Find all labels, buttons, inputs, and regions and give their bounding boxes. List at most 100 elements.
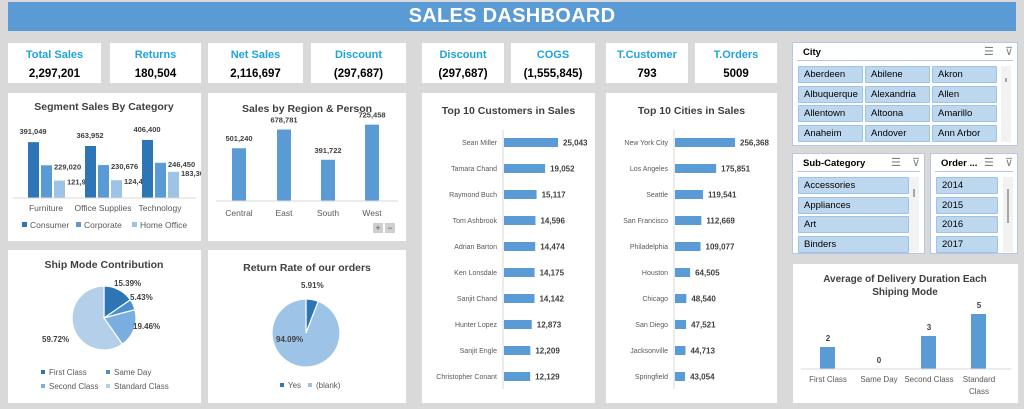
category-label: Office Supplies bbox=[74, 203, 131, 213]
bar bbox=[971, 314, 986, 369]
delivery-duration-panel[interactable]: Average of Delivery Duration Each Shiping… bbox=[793, 264, 1018, 403]
data-label: 5.91% bbox=[301, 281, 324, 290]
bar bbox=[155, 162, 166, 198]
chart-title: Ship Mode Contribution bbox=[45, 259, 164, 271]
return-rate-panel[interactable]: Return Rate of our orders 5.91% 94.09% Yes (… bbox=[208, 250, 406, 403]
kpi-value: 2,116,697 bbox=[230, 68, 281, 80]
legend-label: Second Class bbox=[49, 382, 98, 391]
segment-sales-panel[interactable]: Segment Sales By Category 391,049 229,020 1… bbox=[8, 93, 209, 241]
scrollbar-thumb[interactable] bbox=[1007, 189, 1009, 223]
bar bbox=[365, 124, 379, 201]
slicer-item[interactable]: Abilene bbox=[865, 66, 930, 83]
slicer-item[interactable]: Andover bbox=[865, 124, 930, 142]
slicer-item[interactable]: Aberdeen bbox=[798, 66, 863, 83]
slicer-item[interactable]: Accessories bbox=[798, 177, 909, 194]
data-label: 256,368 bbox=[740, 139, 769, 148]
category-label: Houston bbox=[642, 270, 668, 277]
kpi-value: 180,504 bbox=[134, 68, 177, 80]
collapse-button[interactable]: − bbox=[385, 223, 395, 233]
category-label: Second Class bbox=[904, 375, 953, 384]
clear-filter-icon[interactable]: ⊽ bbox=[911, 157, 920, 169]
slicer-item[interactable]: Akron bbox=[932, 66, 997, 83]
data-label: 2 bbox=[826, 334, 831, 343]
category-label: San Francisco bbox=[623, 218, 668, 225]
data-label: 5 bbox=[977, 301, 982, 310]
ship-mode-panel[interactable]: Ship Mode Contribution 15.39% 5.43% 19.46% 5… bbox=[8, 250, 201, 403]
multi-select-icon[interactable]: ☰ bbox=[984, 46, 994, 58]
kpi-value: (297,687) bbox=[333, 68, 384, 80]
slicer-item[interactable]: Anaheim bbox=[798, 124, 863, 142]
data-label: 48,540 bbox=[691, 295, 716, 304]
bar bbox=[675, 320, 687, 329]
top-customers-panel[interactable]: Top 10 Customers in Sales Sean Miller 25,0… bbox=[422, 93, 595, 403]
scrollbar[interactable] bbox=[909, 177, 919, 252]
region-sales-panel[interactable]: Sales by Region & Person 501,240 Central 67… bbox=[208, 93, 406, 241]
kpi-discount-2: Discount (297,687) bbox=[422, 43, 504, 83]
multi-select-icon[interactable]: ☰ bbox=[984, 157, 994, 169]
category-label: Furniture bbox=[29, 203, 63, 213]
data-label: 47,521 bbox=[691, 321, 716, 330]
data-label: 64,505 bbox=[695, 269, 720, 278]
bar bbox=[820, 347, 835, 369]
multi-select-icon[interactable]: ☰ bbox=[891, 157, 901, 169]
kpi-discount: Discount (297,687) bbox=[311, 43, 406, 83]
data-label: 678,781 bbox=[270, 116, 297, 125]
slicer-item[interactable]: Alexandria bbox=[865, 85, 930, 103]
data-label: 14,474 bbox=[540, 243, 565, 252]
slicer-item[interactable]: Amarillo bbox=[932, 105, 997, 122]
top-cities-panel[interactable]: Top 10 Cities in Sales New York City 256,3… bbox=[606, 93, 777, 403]
data-label: 19,052 bbox=[550, 165, 575, 174]
city-slicer[interactable]: City ☰ ⊽ Aberdeen Abilene Akron Albuquerque… bbox=[792, 42, 1018, 146]
slicer-title: Order ... bbox=[941, 158, 978, 169]
slicer-item[interactable]: Allentown bbox=[798, 105, 863, 122]
kpi-label: Total Sales bbox=[25, 49, 84, 61]
slicer-item[interactable]: Albuquerque bbox=[798, 85, 863, 103]
expand-button[interactable]: + bbox=[373, 223, 383, 233]
scrollbar-thumb[interactable] bbox=[1005, 78, 1007, 82]
bar bbox=[675, 372, 686, 381]
bar bbox=[41, 165, 52, 198]
category-label: Sean Miller bbox=[462, 140, 498, 147]
slicer-item[interactable]: Ann Arbor bbox=[932, 124, 997, 142]
kpi-total-sales: Total Sales 2,297,201 bbox=[8, 43, 101, 83]
scrollbar[interactable] bbox=[1001, 66, 1011, 142]
slicer-item[interactable]: Altoona bbox=[865, 105, 930, 122]
clear-filter-icon[interactable]: ⊽ bbox=[1004, 157, 1013, 169]
pie-slice bbox=[271, 298, 341, 368]
slicer-item[interactable]: Art bbox=[798, 216, 909, 233]
bar bbox=[921, 336, 936, 369]
bar bbox=[675, 346, 686, 355]
slicer-item[interactable]: 2016 bbox=[936, 216, 998, 233]
slicer-item[interactable]: 2014 bbox=[936, 177, 998, 194]
kpi-value: (297,687) bbox=[438, 68, 488, 80]
bar bbox=[85, 146, 96, 198]
slicer-item[interactable]: Binders bbox=[798, 235, 909, 253]
kpi-label: Returns bbox=[134, 49, 177, 61]
bar bbox=[504, 268, 535, 277]
scrollbar[interactable] bbox=[1003, 177, 1013, 252]
category-label: Hunter Lopez bbox=[455, 322, 498, 329]
slicer-item[interactable]: Allen bbox=[932, 85, 997, 103]
scrollbar-thumb[interactable] bbox=[913, 189, 915, 197]
data-label: 112,669 bbox=[706, 217, 735, 226]
bar bbox=[321, 159, 335, 201]
data-label: 725,458 bbox=[358, 111, 385, 120]
category-label: Class bbox=[969, 387, 989, 396]
subcategory-slicer[interactable]: Sub-Category ☰ ⊽ Accessories Appliances Ar… bbox=[792, 153, 925, 254]
slicer-header: City ☰ ⊽ bbox=[797, 43, 1013, 61]
data-label: 14,596 bbox=[540, 217, 565, 226]
category-label: Chicago bbox=[642, 296, 668, 303]
data-label: 183,304 bbox=[181, 169, 201, 178]
legend-marker bbox=[106, 384, 110, 388]
data-label: 119,541 bbox=[708, 191, 737, 200]
order-date-slicer[interactable]: Order ... ☰ ⊽ 2014 2015 2016 2017 bbox=[930, 153, 1018, 254]
slicer-item[interactable]: 2015 bbox=[936, 196, 998, 214]
slicer-item[interactable]: Appliances bbox=[798, 196, 909, 214]
kpi-value: 793 bbox=[637, 68, 657, 80]
clear-filter-icon[interactable]: ⊽ bbox=[1004, 46, 1013, 58]
chart-title: Segment Sales By Category bbox=[34, 101, 174, 113]
category-label: Sanjit Engle bbox=[460, 348, 497, 355]
legend-marker bbox=[280, 383, 284, 387]
category-label: Jacksonville bbox=[630, 348, 668, 355]
slicer-item[interactable]: 2017 bbox=[936, 235, 998, 253]
